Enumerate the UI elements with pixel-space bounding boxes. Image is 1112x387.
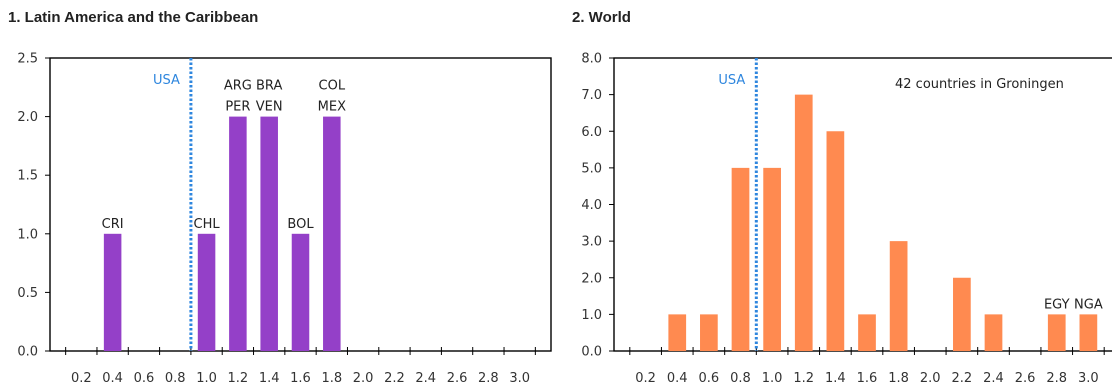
panel-2-bar: [763, 167, 781, 351]
panel-1-chart: 1. Latin America and the Caribbean 0.0 0.5…: [8, 9, 552, 386]
panel-1-bar-label: CRI: [102, 217, 124, 232]
panel-1-bar-label: PER: [225, 100, 250, 115]
panel-2-x-tick-label: 0.8: [730, 371, 751, 386]
panel-2-y-tick-label: 1.0: [581, 308, 602, 323]
panel-1-x-tick-label: 2.4: [415, 371, 436, 386]
panel-2-plot-frame: [613, 57, 1112, 352]
panel-2-bar: [826, 131, 845, 351]
panel-2-bar: [953, 277, 971, 351]
panel-1-usa-label: USA: [153, 73, 180, 88]
panel-1-x-tick-label: 0.2: [71, 371, 92, 386]
panel-2-x-tick-label: 1.6: [857, 371, 878, 386]
panel-1-bar-label: VEN: [256, 100, 283, 115]
panel-1-y-tick-label: 1.0: [17, 227, 38, 242]
panel-1-x-tick-label: 2.6: [447, 371, 468, 386]
panel-2-bar: [889, 241, 908, 351]
panel-1-bar-label: MEX: [318, 100, 346, 115]
panel-1-x-tick-label: 2.0: [353, 371, 374, 386]
panel-2-y-tick-label: 5.0: [581, 161, 602, 176]
panel-2-y-tick-label: 8.0: [581, 52, 602, 67]
panel-1-bar: [197, 233, 216, 351]
panel-1-x-tick-label: 0.4: [102, 371, 123, 386]
panel-2-x-tick-label: 2.0: [920, 371, 941, 386]
panel-1-title: 1. Latin America and the Caribbean: [8, 9, 258, 26]
panel-2-x-tick-label: 1.8: [888, 371, 909, 386]
panel-2-bar: [700, 314, 718, 351]
panel-1-x-tick-label: 1.2: [228, 371, 249, 386]
panel-1-x-tick-label: 2.8: [478, 371, 499, 386]
panel-2-x-tick-label: 1.4: [825, 371, 846, 386]
panel-2-x-tick-label: 1.2: [793, 371, 814, 386]
panel-1-y-tick-label: 0.5: [17, 286, 38, 301]
panel-2-usa-label: USA: [718, 73, 745, 88]
panel-1-x-tick-label: 2.2: [384, 371, 405, 386]
panel-2-x-tick-label: 2.2: [952, 371, 973, 386]
panel-2-x-tick-label: 0.2: [635, 371, 656, 386]
panel-1-x-tick-label: 1.8: [321, 371, 342, 386]
panel-2-y-tick-label: 7.0: [581, 88, 602, 103]
panel-2-x-tick-label: 2.8: [1046, 371, 1067, 386]
panel-2-y-tick-label: 3.0: [581, 235, 602, 250]
panel-2-chart: 2. World 0.0 1.0 2.0 3.0 4.0 5.0 6.0 7.0 8.0 0.2 0.…: [572, 9, 1112, 386]
panel-2-x-tick-label: 3.0: [1078, 371, 1099, 386]
panel-2-annotation: 42 countries in Groningen: [895, 77, 1064, 92]
panel-2-y-tick-label: 6.0: [581, 125, 602, 140]
panel-2-title: 2. World: [572, 9, 631, 26]
panel-1-x-tick-label: 1.6: [290, 371, 311, 386]
panel-1-y-tick-label: 2.0: [17, 110, 38, 125]
panel-2-bar: [668, 314, 687, 351]
panel-2-x-tick-label: 2.4: [983, 371, 1004, 386]
panel-1-bar: [229, 116, 247, 351]
panel-1-bar-label: ARG: [224, 79, 252, 94]
panel-2-bar: [731, 167, 750, 351]
panel-1-bar: [291, 233, 310, 351]
panel-2-x-tick-label: 0.4: [667, 371, 688, 386]
panel-1-bar: [103, 233, 122, 351]
panel-1-x-tick-label: 1.0: [196, 371, 217, 386]
panel-2-bar: [1047, 314, 1066, 351]
panel-1-bar-label: CHL: [194, 217, 221, 232]
panel-2-y-tick-label: 4.0: [581, 198, 602, 213]
panel-2-bar: [1079, 314, 1098, 351]
panel-1-x-tick-label: 0.8: [165, 371, 186, 386]
panel-2-y-tick-label: 2.0: [581, 271, 602, 286]
panel-1-y-tick-label: 0.0: [17, 345, 38, 360]
panel-2-bar: [858, 314, 876, 351]
panel-1-bar-label: COL: [319, 79, 346, 94]
panel-2-y-tick-label: 0.0: [581, 345, 602, 360]
panel-2-bar: [794, 94, 813, 351]
panel-2-bar-label: NGA: [1074, 297, 1103, 312]
panel-2-x-tick-label: 0.6: [699, 371, 720, 386]
panel-1-bar: [260, 116, 278, 351]
panel-2-bar-label: EGY: [1044, 297, 1070, 312]
panel-1-bar: [323, 116, 341, 351]
panel-2-bar: [984, 314, 1003, 351]
panel-1-y-tick-label: 2.5: [17, 52, 38, 67]
panel-1-x-tick-label: 3.0: [509, 371, 530, 386]
panel-1-bar-label: BOL: [287, 217, 314, 232]
panel-1-x-tick-label: 0.6: [134, 371, 155, 386]
panel-1-x-tick-label: 1.4: [259, 371, 280, 386]
panel-1-y-tick-label: 1.5: [17, 169, 38, 184]
panel-2-x-tick-label: 1.0: [762, 371, 783, 386]
panel-2-x-tick-label: 2.6: [1015, 371, 1036, 386]
panel-1-bar-label: BRA: [256, 79, 282, 94]
